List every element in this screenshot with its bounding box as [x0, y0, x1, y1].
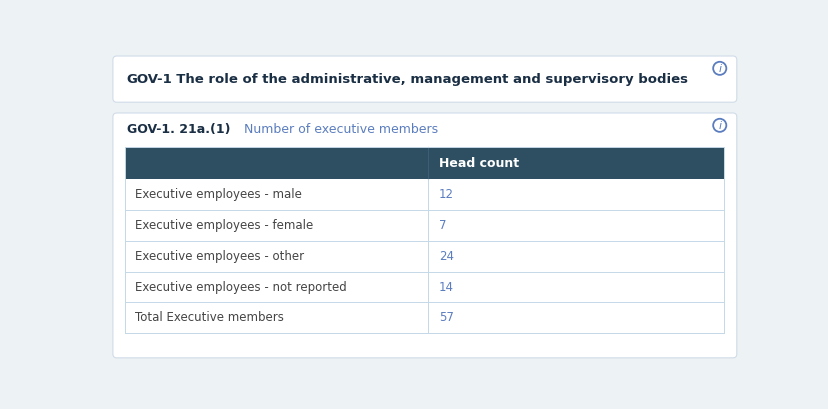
Text: GOV-1. 21a.(1): GOV-1. 21a.(1) — [127, 124, 230, 137]
Bar — [125, 302, 724, 333]
Text: The role of the administrative, management and supervisory bodies: The role of the administrative, manageme… — [167, 73, 688, 85]
Text: Number of executive members: Number of executive members — [235, 124, 437, 137]
Text: Executive employees - male: Executive employees - male — [134, 188, 301, 201]
Text: Head count: Head count — [438, 157, 518, 170]
Text: GOV-1: GOV-1 — [127, 73, 172, 85]
Text: Executive employees - other: Executive employees - other — [134, 250, 303, 263]
FancyBboxPatch shape — [113, 56, 736, 102]
Text: Executive employees - female: Executive employees - female — [134, 219, 312, 232]
Text: 7: 7 — [438, 219, 445, 232]
Text: Total Executive members: Total Executive members — [134, 311, 283, 324]
Bar — [125, 210, 724, 241]
Text: i: i — [717, 121, 720, 131]
Text: 57: 57 — [438, 311, 453, 324]
FancyBboxPatch shape — [113, 113, 736, 358]
Text: 24: 24 — [438, 250, 453, 263]
Bar — [125, 272, 724, 302]
Bar — [125, 241, 724, 272]
Bar — [125, 179, 724, 210]
Text: 14: 14 — [438, 281, 453, 294]
Text: 12: 12 — [438, 188, 453, 201]
Text: i: i — [717, 64, 720, 74]
Bar — [125, 147, 724, 179]
Text: Executive employees - not reported: Executive employees - not reported — [134, 281, 346, 294]
